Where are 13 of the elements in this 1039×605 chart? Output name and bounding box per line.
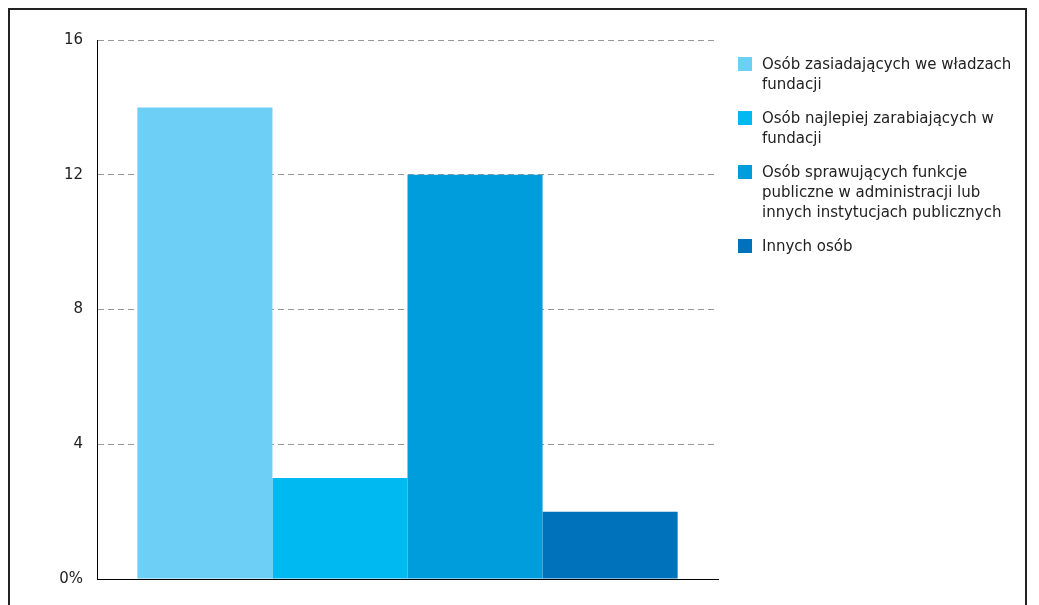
y-tick-label: 16 — [63, 29, 83, 48]
bar — [137, 107, 273, 579]
bar — [407, 174, 543, 579]
legend-label: Osób zasiadających we władzach fundacji — [762, 54, 1013, 94]
bar — [542, 511, 678, 579]
y-tick-label: 12 — [63, 164, 83, 183]
bar — [272, 477, 408, 579]
y-tick-label: 8 — [73, 299, 83, 318]
legend-label: Osób najlepiej zarabiających w fundacji — [762, 108, 995, 148]
y-tick-label: 0% — [59, 568, 83, 587]
legend-label: Innych osób — [762, 236, 853, 256]
legend-label: Osób sprawujących funkcje publiczne w administracji lub innych instytucjach publicznych — [762, 162, 1003, 222]
y-tick-label: 4 — [73, 434, 83, 453]
